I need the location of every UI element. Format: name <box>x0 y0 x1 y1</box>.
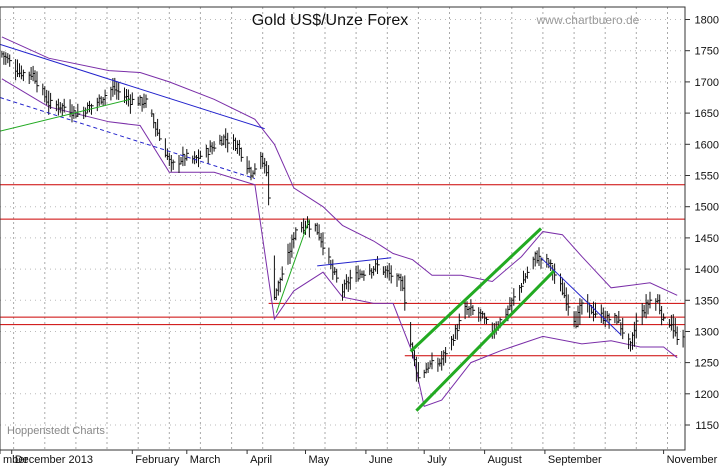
y-tick-label: 1500 <box>695 202 719 214</box>
trend-lines <box>0 43 622 412</box>
axes: 1150 1200 1250 1300 1350 1400 1450 1500 1550 1600… <box>0 6 719 466</box>
y-tick-label: 1350 <box>695 295 719 307</box>
x-tick-label: mber <box>3 454 28 466</box>
x-tick-label: July <box>427 454 447 466</box>
plot-frame <box>0 6 686 451</box>
horizontal-lines <box>0 184 685 357</box>
y-tick-label: 1300 <box>695 327 719 339</box>
trend-line <box>0 97 256 180</box>
y-tick-label: 1200 <box>695 389 719 401</box>
trend-line <box>409 227 543 353</box>
source-label: Hoppenstedt Charts <box>7 425 105 437</box>
y-tick-label: 1700 <box>695 77 719 89</box>
y-tick-label: 1650 <box>695 108 719 120</box>
x-tick-label: June <box>369 454 393 466</box>
bollinger-bands <box>1 36 678 407</box>
x-tick-label: August <box>488 454 522 466</box>
x-tick-label: February <box>135 454 180 466</box>
y-tick-label: 1250 <box>695 358 719 370</box>
y-tick-label: 1750 <box>695 46 719 58</box>
trend-line <box>317 257 392 267</box>
x-tick-label: March <box>190 454 221 466</box>
trend-line <box>0 43 265 130</box>
x-tick-label: November <box>667 454 718 466</box>
trend-line <box>0 98 131 132</box>
price-bars <box>1 50 686 383</box>
y-tick-label: 1550 <box>695 171 719 183</box>
y-tick-label: 1450 <box>695 233 719 245</box>
y-tick-label: 1600 <box>695 139 719 151</box>
y-tick-label: 1150 <box>695 420 719 432</box>
trend-line <box>275 218 310 313</box>
bollinger-upper-band <box>1 36 678 296</box>
x-tick-label: December 2013 <box>15 454 93 466</box>
bollinger-lower-band <box>1 78 678 407</box>
grid <box>0 7 685 450</box>
y-tick-label: 1400 <box>695 264 719 276</box>
x-tick-label: April <box>250 454 272 466</box>
trend-line <box>415 269 556 412</box>
y-tick-label: 1800 <box>695 15 719 27</box>
chart-title: Gold US$/Unze Forex <box>252 12 409 29</box>
x-tick-label: September <box>548 454 602 466</box>
x-tick-label: May <box>309 454 330 466</box>
trend-line <box>540 257 622 335</box>
watermark: www.chartbuero.de <box>536 13 640 27</box>
